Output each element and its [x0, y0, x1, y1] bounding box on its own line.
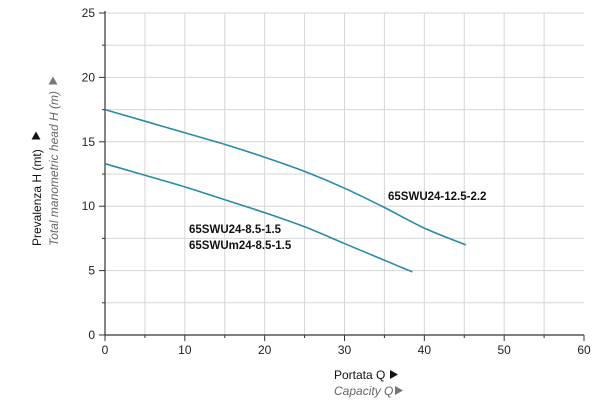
- chart-grid: [105, 12, 584, 335]
- x-tick-label: 50: [497, 343, 511, 357]
- series-label-2: 65SWU24-8.5-1.5: [189, 224, 282, 236]
- y-axis-label-secondary: Total manometric head H (m): [47, 91, 61, 246]
- y-axis-label-arrow-icon: [31, 131, 41, 140]
- y-tick-label: 5: [88, 264, 95, 278]
- x-tick-label: 30: [338, 343, 352, 357]
- x-axis-label: Portata Q: [334, 368, 385, 382]
- x-axis-tick-labels: 0 10 20 30 40 50 60: [102, 343, 591, 357]
- x-axis-label-secondary: Capacity Q: [334, 384, 393, 398]
- chart-axes: [99, 11, 585, 341]
- series-label-2-line2: 65SWUm24-8.5-1.5: [189, 240, 292, 252]
- x-axis-label-secondary-arrow-icon: [395, 386, 403, 395]
- y-axis-label: Prevalenza H (mt): [30, 149, 44, 246]
- y-tick-label: 10: [82, 199, 96, 213]
- x-axis-label-arrow-icon: [390, 370, 398, 379]
- y-axis-label-secondary-arrow-icon: [48, 76, 58, 85]
- y-tick-label: 0: [88, 328, 95, 342]
- y-axis-tick-labels: 0 5 10 15 20 25: [82, 6, 96, 342]
- x-tick-label: 0: [102, 343, 109, 357]
- y-tick-label: 15: [82, 135, 96, 149]
- x-tick-label: 40: [418, 343, 432, 357]
- series-line-1: [104, 108, 467, 246]
- y-tick-label: 25: [82, 6, 96, 20]
- y-tick-label: 20: [82, 70, 96, 84]
- series-lines: [104, 108, 467, 273]
- x-tick-label: 20: [258, 343, 272, 357]
- series-label-1: 65SWU24-12.5-2.2: [388, 191, 486, 203]
- x-tick-label: 60: [577, 343, 591, 357]
- series-line-2: [104, 162, 413, 273]
- x-tick-label: 10: [178, 343, 192, 357]
